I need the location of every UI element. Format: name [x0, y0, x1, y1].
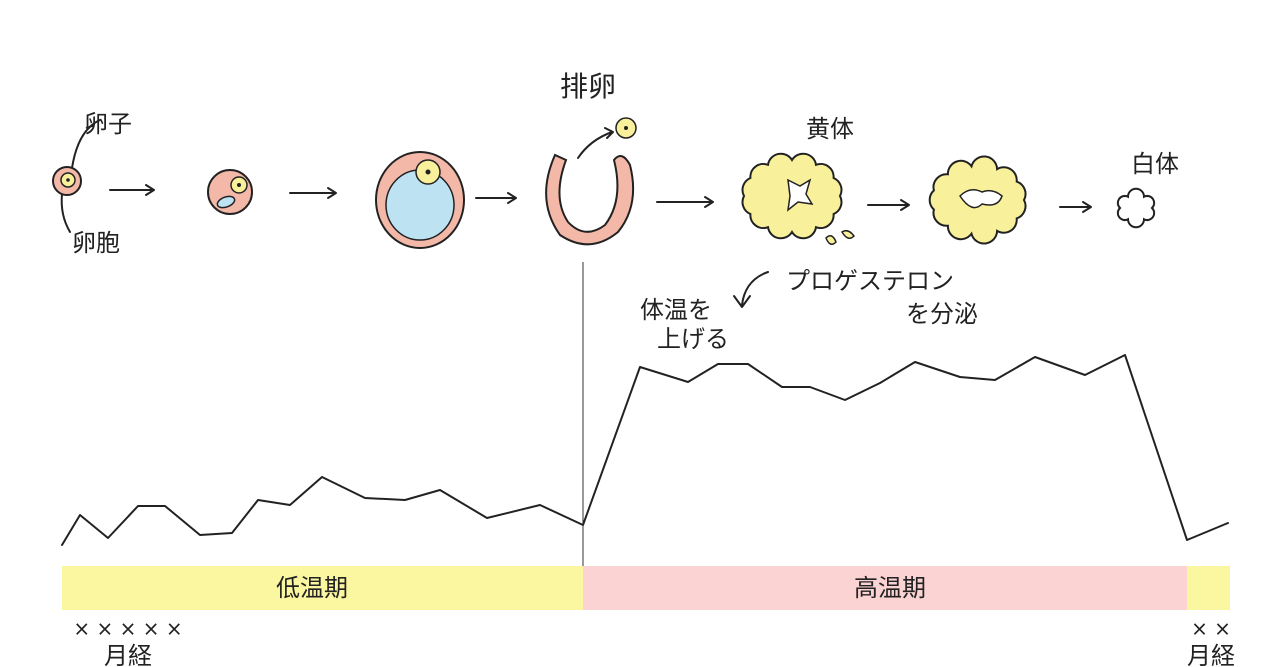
low-phase-label: 低温期	[276, 574, 348, 602]
arrow	[109, 184, 155, 196]
curved-arrow	[733, 271, 769, 308]
corpus-luteum-label: 黄体	[806, 115, 854, 143]
progesterone-label: プロゲステロン	[786, 267, 954, 295]
follicle-large	[375, 151, 465, 249]
arrow	[289, 187, 337, 199]
menstruation-marks: × ×	[1191, 617, 1231, 641]
secrete-label: を分泌	[906, 300, 978, 328]
menstruation-label: 月経	[1187, 642, 1235, 667]
corpus-albicans	[1116, 187, 1156, 229]
low-phase-bar	[1187, 566, 1230, 610]
arrow	[867, 199, 910, 211]
raise-temp-label: 体温を	[640, 296, 712, 324]
menstruation-label: 月経	[104, 642, 152, 667]
raise-temp-label: 上げる	[657, 325, 729, 353]
high-phase-label: 高温期	[854, 574, 926, 602]
high-phase-bar	[583, 566, 1187, 610]
ovulation-label: 排卵	[560, 70, 616, 103]
follicle-small	[207, 169, 253, 215]
core	[959, 189, 1003, 209]
arrow	[475, 192, 517, 204]
arrow	[1059, 201, 1092, 213]
low-phase-bar	[62, 566, 583, 610]
egg-label: 卵子	[84, 110, 132, 138]
ovulation-illustration	[545, 117, 637, 246]
secretion-drops	[825, 229, 855, 245]
follicle-label: 卵胞	[72, 229, 120, 257]
temperature-curve	[61, 354, 1229, 546]
menstruation-marks: × × × × ×	[73, 617, 182, 641]
corpus-luteum-core	[786, 178, 814, 212]
arrow	[656, 196, 714, 208]
corpus-albicans-label: 白体	[1131, 150, 1179, 178]
egg-illustration	[52, 119, 101, 233]
